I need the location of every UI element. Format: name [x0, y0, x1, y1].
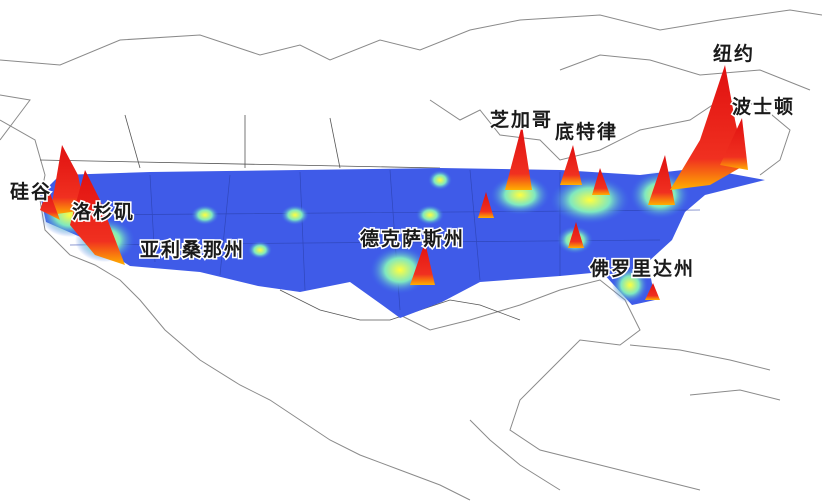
state-label: 亚利桑那州 — [140, 239, 245, 261]
state-label: 德克萨斯州 — [360, 227, 465, 250]
state-label: 佛罗里达州 — [589, 257, 695, 280]
city-label: 硅谷 — [10, 181, 52, 203]
city-label: 波士顿 — [732, 95, 795, 118]
labels: 硅谷 洛杉矶 亚利桑那州 德克萨斯州 芝加哥 底特律 纽约 波士顿 佛罗里达州 — [9, 41, 795, 282]
city-label: 底特律 — [555, 120, 618, 143]
peaks — [40, 65, 748, 300]
city-label: 纽约 — [713, 42, 755, 65]
density-surface — [40, 65, 765, 318]
outlines — [0, 9, 822, 501]
city-label: 洛杉矶 — [72, 200, 135, 223]
city-label: 芝加哥 — [490, 108, 553, 131]
